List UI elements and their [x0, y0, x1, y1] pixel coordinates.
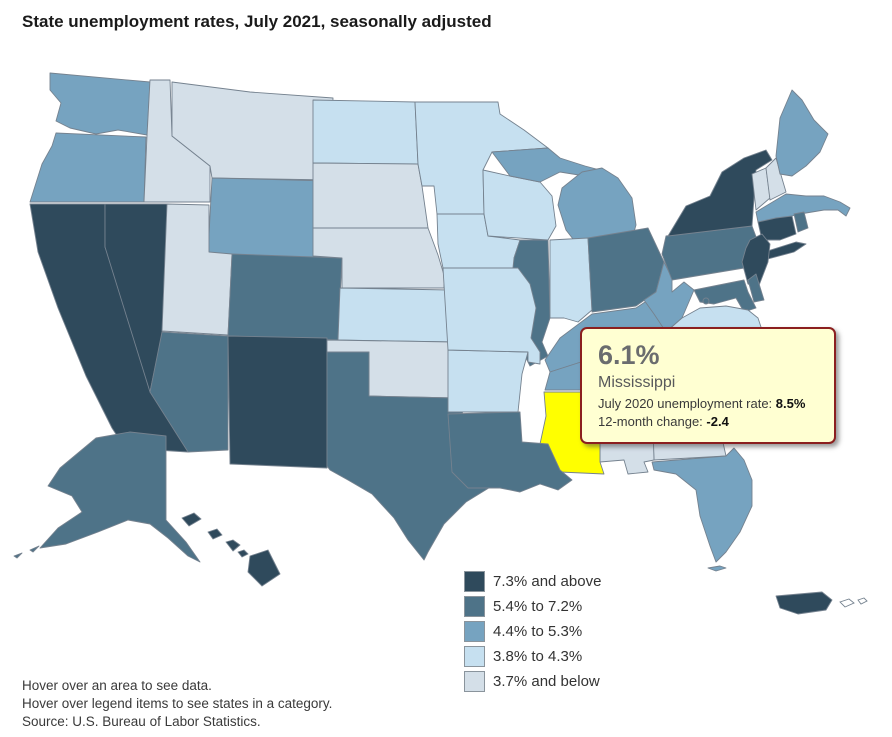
tooltip-rate: 6.1% — [598, 340, 660, 370]
legend-item[interactable]: 5.4% to 7.2% — [464, 596, 601, 617]
tooltip-change: 12-month change: -2.4 — [598, 413, 822, 431]
state-indiana[interactable] — [549, 237, 593, 323]
state-hawaii[interactable] — [181, 512, 281, 587]
note-hover-legend: Hover over legend items to see states in… — [22, 695, 333, 711]
state-washington[interactable] — [49, 72, 151, 136]
state-idaho[interactable] — [143, 79, 211, 203]
tooltip-previous-rate-value: 8.5% — [775, 396, 806, 411]
territory-puerto-rico[interactable] — [775, 591, 833, 615]
state-colorado[interactable] — [227, 253, 343, 341]
state-wisconsin[interactable] — [482, 169, 557, 241]
note-source: Source: U.S. Bureau of Labor Statistics. — [22, 713, 261, 729]
tooltip-previous-rate: July 2020 unemployment rate: 8.5% — [598, 395, 822, 413]
state-montana[interactable] — [171, 81, 334, 181]
legend-label: 3.8% to 4.3% — [493, 648, 583, 665]
state-louisiana[interactable] — [447, 411, 573, 493]
legend: 7.3% and above 5.4% to 7.2% 4.4% to 5.3%… — [464, 571, 601, 696]
state-kansas[interactable] — [337, 287, 454, 343]
tooltip-state-name: Mississippi — [598, 374, 676, 391]
state-delaware[interactable] — [747, 273, 765, 303]
state-alaska[interactable] — [39, 431, 201, 563]
legend-label: 4.4% to 5.3% — [493, 623, 583, 640]
legend-item[interactable]: 3.8% to 4.3% — [464, 646, 601, 667]
legend-label: 3.7% and below — [493, 673, 600, 690]
state-new-mexico[interactable] — [227, 335, 328, 469]
chart-title: State unemployment rates, July 2021, sea… — [22, 12, 492, 31]
legend-swatch[interactable] — [464, 596, 485, 617]
legend-item[interactable]: 4.4% to 5.3% — [464, 621, 601, 642]
state-west-virginia[interactable] — [643, 261, 695, 333]
state-missouri[interactable] — [442, 267, 541, 365]
legend-swatch[interactable] — [464, 621, 485, 642]
state-arizona[interactable] — [149, 331, 229, 453]
legend-label: 5.4% to 7.2% — [493, 598, 583, 615]
legend-swatch[interactable] — [464, 571, 485, 592]
state-rhode-island[interactable] — [793, 211, 809, 233]
legend-swatch[interactable] — [464, 646, 485, 667]
state-maine[interactable] — [775, 89, 829, 177]
footer-notes: Hover over an area to see data. Hover ov… — [22, 677, 332, 730]
state-new-hampshire[interactable] — [765, 157, 787, 201]
tooltip-change-value: -2.4 — [706, 414, 729, 430]
state-north-dakota[interactable] — [312, 99, 419, 165]
state-oregon[interactable] — [29, 132, 147, 203]
state-arkansas[interactable] — [447, 349, 529, 413]
legend-swatch[interactable] — [464, 671, 485, 692]
state-south-dakota[interactable] — [312, 162, 429, 229]
tooltip-previous-rate-label: July 2020 unemployment rate: — [598, 396, 776, 411]
state-alaska-aleutians[interactable] — [13, 545, 40, 559]
state-florida-keys[interactable] — [707, 565, 727, 572]
state-florida[interactable] — [651, 447, 753, 563]
state-new-york[interactable] — [667, 149, 773, 237]
hover-tooltip: 6.1% Mississippi July 2020 unemployment … — [580, 327, 836, 445]
note-hover-area: Hover over an area to see data. — [22, 678, 212, 693]
legend-item[interactable]: 7.3% and above — [464, 571, 601, 592]
legend-label: 7.3% and above — [493, 573, 602, 590]
territory-virgin-islands[interactable] — [839, 597, 868, 608]
state-wyoming[interactable] — [207, 177, 331, 259]
tooltip-change-label: 12-month change: — [598, 414, 707, 430]
state-district-of-columbia[interactable] — [702, 297, 710, 305]
legend-item[interactable]: 3.7% and below — [464, 671, 601, 692]
